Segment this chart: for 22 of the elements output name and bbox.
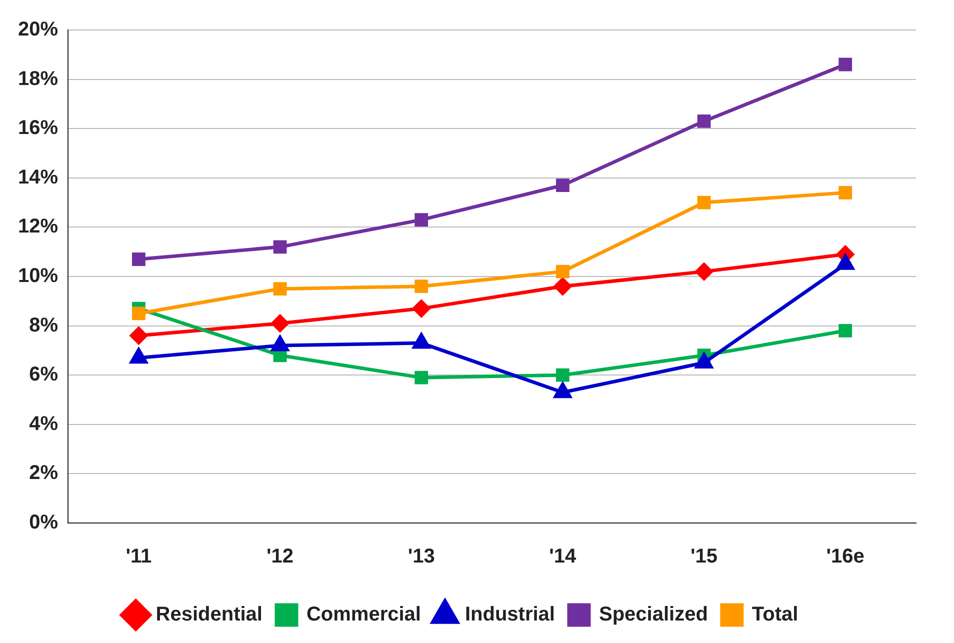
y-tick-label: 14% [18, 166, 58, 188]
legend-label: Commercial [306, 604, 421, 626]
x-tick-label: '11 [126, 546, 152, 568]
x-tick-label: '16e [826, 546, 864, 568]
x-tick-label: '14 [549, 546, 578, 568]
y-tick-label: 10% [18, 265, 58, 288]
x-tick-label: '15 [690, 546, 718, 568]
y-tick-label: 20% [18, 18, 58, 41]
y-tick-label: 16% [18, 117, 58, 140]
x-tick-label: '13 [408, 546, 435, 568]
y-tick-label: 2% [29, 462, 58, 484]
y-tick-label: 18% [18, 68, 58, 90]
y-tick-label: 0% [29, 512, 58, 534]
legend-label: Residential [156, 604, 262, 626]
y-tick-label: 8% [29, 314, 58, 336]
y-tick-label: 4% [29, 412, 58, 435]
legend-label: Total [752, 604, 798, 626]
x-tick-label: '12 [266, 546, 294, 568]
legend-label: Specialized [598, 604, 708, 626]
y-tick-label: 6% [29, 364, 58, 386]
y-tick-label: 12% [18, 216, 58, 238]
legend-label: Industrial [464, 604, 555, 626]
